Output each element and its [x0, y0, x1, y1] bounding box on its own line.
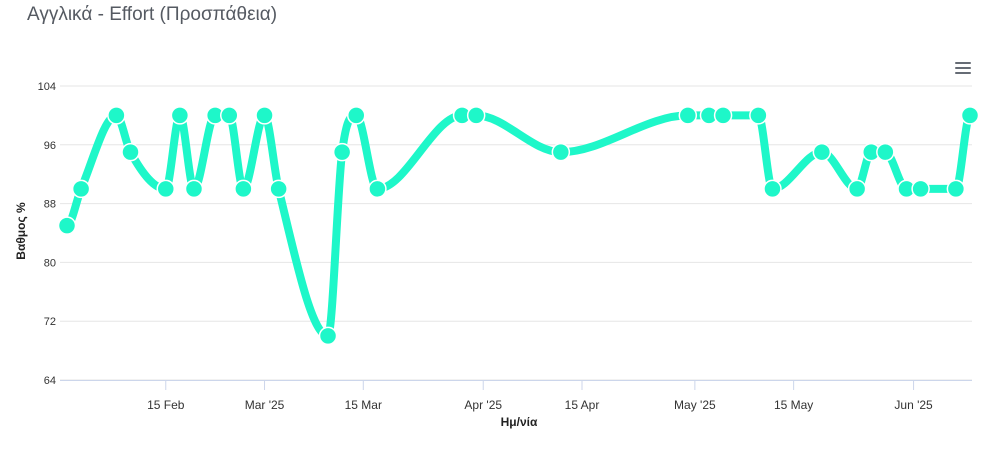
x-tick-label: 15 Mar [345, 398, 382, 412]
y-tick-label: 96 [44, 140, 56, 152]
data-point[interactable] [466, 106, 486, 125]
grid-lines [60, 85, 972, 381]
data-point[interactable] [184, 179, 204, 199]
data-point[interactable] [269, 179, 288, 199]
data-point[interactable] [763, 179, 782, 199]
series-line [63, 111, 974, 340]
y-tick-label: 80 [44, 257, 56, 269]
x-tick-label: Jun '25 [894, 398, 933, 412]
x-tick-label: 15 May [774, 398, 813, 412]
x-tick-label: Mar '25 [245, 398, 285, 412]
y-tick-label: 104 [38, 81, 56, 93]
x-tick-label: May '25 [674, 398, 716, 412]
x-axis-ticks: 15 Feb Mar '25 15 Mar Apr '25 15 Apr May '25 1… [147, 380, 933, 412]
y-axis-title: Βαθμος % [14, 202, 28, 260]
data-point[interactable] [234, 179, 253, 199]
y-axis-ticks: 64 72 80 88 96 104 [38, 81, 56, 387]
data-point[interactable] [156, 179, 176, 199]
y-tick-label: 72 [44, 316, 56, 328]
data-point[interactable] [678, 106, 698, 125]
chart-title: Αγγλικά - Effort (Προσπάθεια) [27, 4, 278, 25]
data-point[interactable] [368, 179, 387, 199]
data-point[interactable] [220, 106, 239, 125]
data-point[interactable] [911, 179, 930, 199]
data-point[interactable] [876, 142, 895, 162]
data-point[interactable] [107, 106, 126, 125]
data-point[interactable] [255, 106, 274, 125]
data-point[interactable] [960, 106, 980, 125]
x-tick-label: 15 Apr [565, 398, 600, 412]
x-tick-label: Apr '25 [464, 398, 502, 412]
data-point[interactable] [812, 142, 832, 162]
data-point[interactable] [121, 142, 140, 162]
data-point[interactable] [713, 106, 733, 125]
data-point[interactable] [346, 106, 366, 125]
data-point[interactable] [71, 179, 91, 199]
data-point[interactable] [946, 179, 966, 199]
x-tick-label: 15 Feb [147, 398, 185, 412]
series-points [57, 106, 980, 346]
data-point[interactable] [332, 142, 352, 162]
data-point[interactable] [57, 216, 77, 235]
y-tick-label: 88 [44, 199, 56, 211]
data-point[interactable] [551, 142, 571, 162]
y-tick-label: 64 [44, 375, 56, 387]
data-point[interactable] [847, 179, 867, 199]
data-point[interactable] [318, 326, 338, 346]
data-point[interactable] [170, 106, 190, 125]
data-point[interactable] [749, 106, 768, 125]
x-axis-title: Ημ/νία [501, 415, 538, 429]
hamburger-menu-icon[interactable] [953, 60, 973, 76]
